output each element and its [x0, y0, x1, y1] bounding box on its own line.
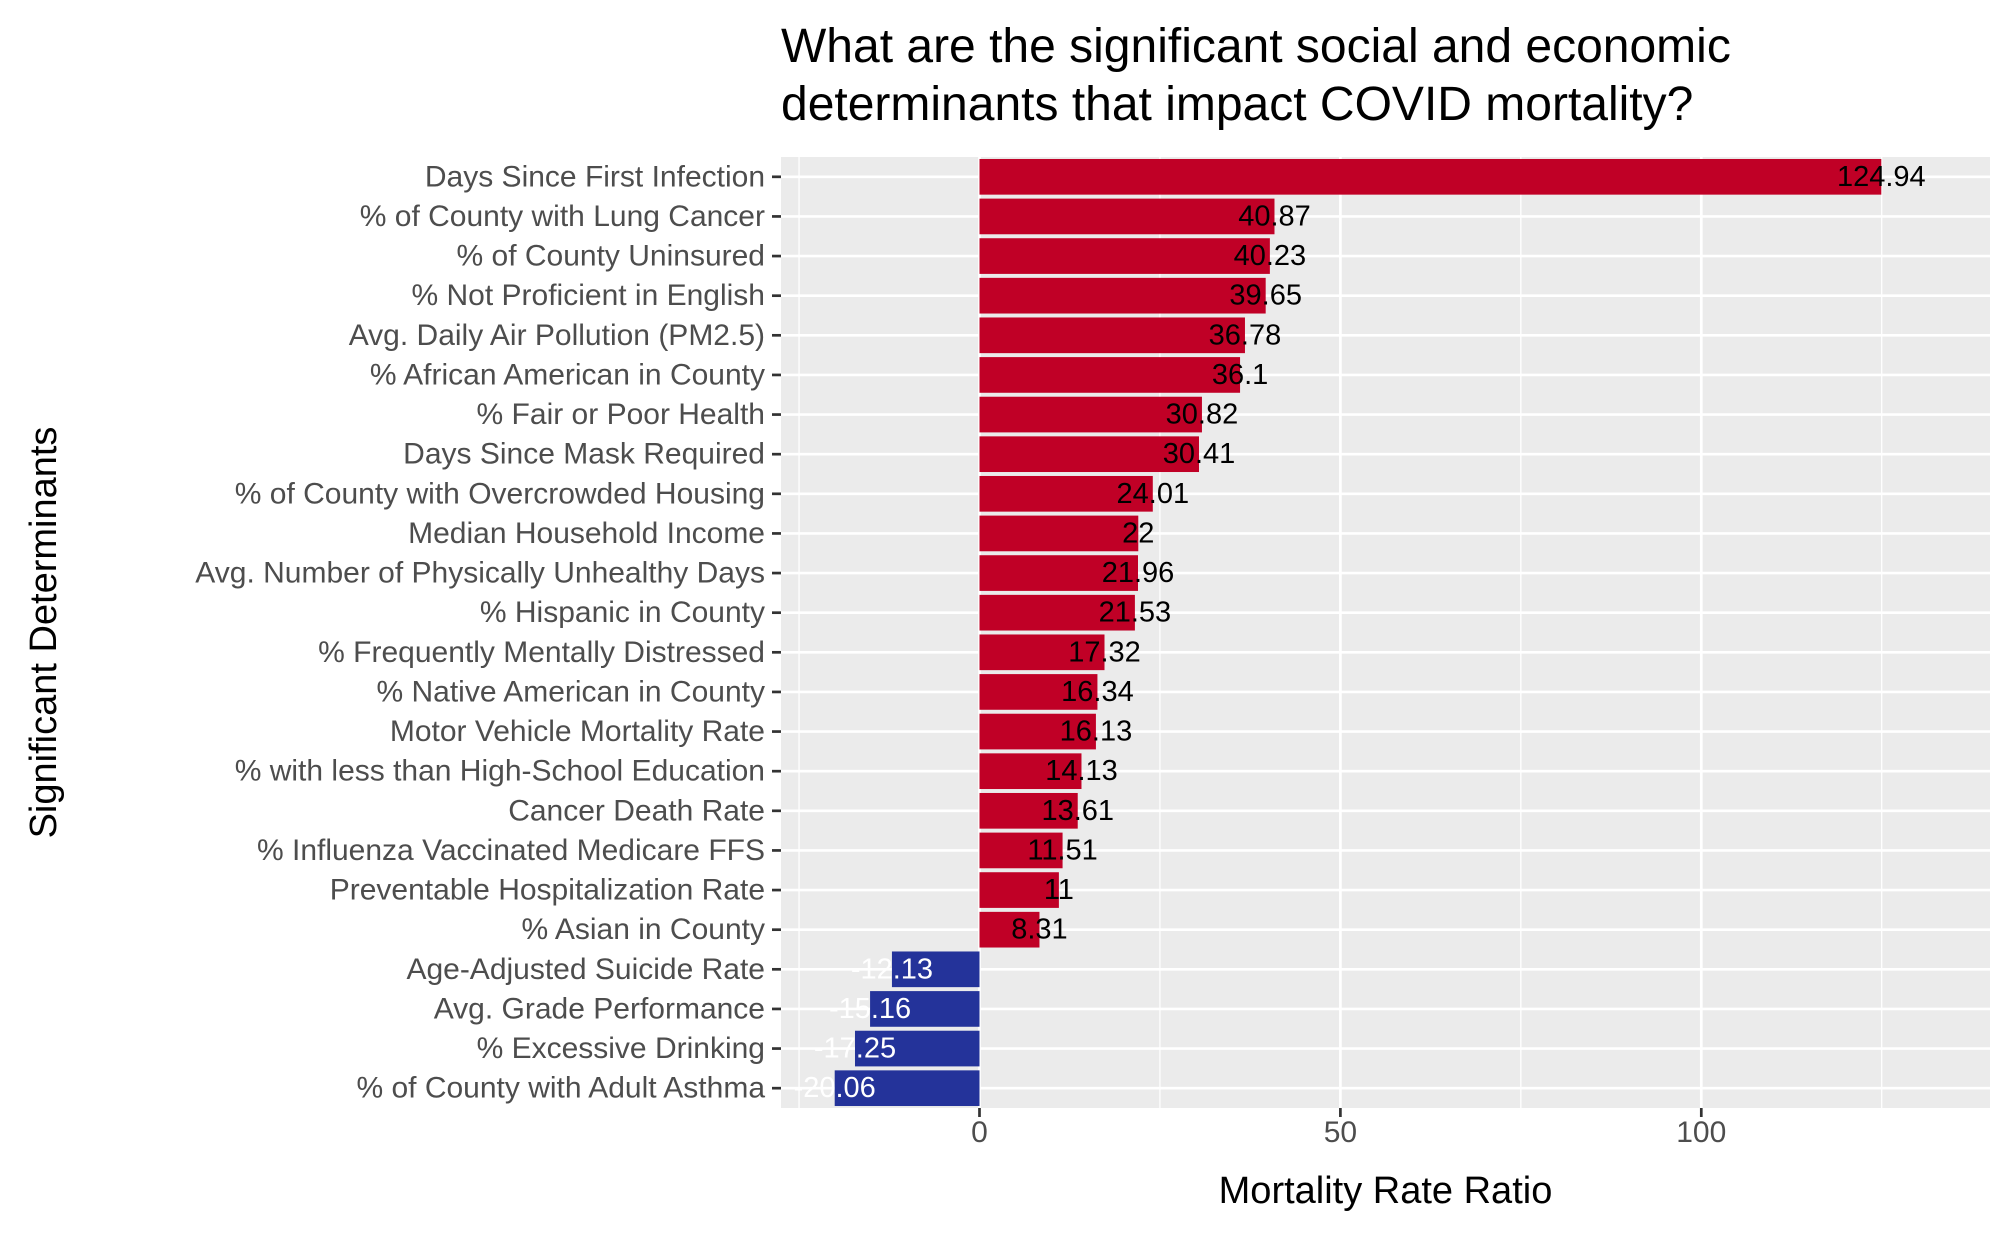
bar — [979, 317, 1245, 354]
bar — [979, 277, 1266, 314]
bar — [979, 911, 1040, 948]
bar — [979, 555, 1138, 591]
data-label: 14.13 — [1045, 755, 1118, 787]
data-label: 21.96 — [1102, 557, 1175, 589]
data-label: 17.32 — [1068, 636, 1141, 668]
data-label: 11 — [1044, 874, 1074, 906]
y-tick-label: Days Since First Infection — [425, 160, 765, 193]
data-label: 16.13 — [1060, 716, 1133, 748]
bar — [979, 357, 1241, 393]
y-tick-label: Age-Adjusted Suicide Rate — [406, 953, 765, 986]
y-tick-label: Avg. Grade Performance — [434, 992, 765, 1025]
bar — [979, 872, 1059, 908]
data-label: 124.94 — [1837, 161, 1926, 193]
data-label: -15.16 — [829, 993, 911, 1025]
data-label: 30.41 — [1163, 438, 1236, 470]
y-tick-label: Cancer Death Rate — [508, 794, 765, 827]
x-axis-title: Mortality Rate Ratio — [1219, 1170, 1553, 1212]
y-axis-title: Significant Determinants — [23, 427, 65, 839]
y-tick-label: Median Household Income — [408, 517, 765, 550]
chart-title-line: What are the significant social and econ… — [781, 20, 1731, 73]
data-label: -12.13 — [851, 953, 933, 985]
chart-title: What are the significant social and econ… — [781, 20, 1731, 131]
y-tick-label: Days Since Mask Required — [403, 438, 765, 471]
data-label: 36.1 — [1212, 359, 1268, 391]
y-tick-label: % Native American in County — [376, 675, 765, 708]
bar — [979, 713, 1096, 750]
y-tick-label: % Fair or Poor Health — [477, 398, 765, 431]
data-label: 24.01 — [1117, 478, 1190, 510]
y-tick-label: % Hispanic in County — [480, 596, 765, 629]
data-label: 22 — [1122, 517, 1154, 549]
bar — [979, 594, 1135, 631]
data-label: 13.61 — [1041, 795, 1114, 827]
y-tick-label: % of County with Lung Cancer — [360, 200, 765, 233]
data-label: 11.51 — [1027, 834, 1097, 866]
bar — [979, 515, 1139, 552]
y-tick-label: % of County Uninsured — [457, 240, 766, 273]
bar — [979, 158, 1882, 195]
data-label: 21.53 — [1099, 597, 1172, 629]
y-tick-label: % of County with Adult Asthma — [356, 1072, 765, 1105]
y-tick-label: Avg. Number of Physically Unhealthy Days — [195, 557, 765, 590]
data-label: 8.31 — [1011, 914, 1067, 946]
x-tick-label: 50 — [1324, 1116, 1357, 1149]
bar — [979, 753, 1082, 790]
y-tick-label: % with less than High-School Education — [235, 755, 765, 788]
y-tick-label: % Asian in County — [522, 913, 765, 946]
bar — [979, 396, 1202, 433]
bar — [891, 951, 980, 988]
y-tick-label: Motor Vehicle Mortality Rate — [390, 715, 765, 748]
bar — [979, 792, 1078, 829]
data-label: 39.65 — [1229, 280, 1302, 312]
data-label: 40.23 — [1234, 240, 1307, 272]
data-label: -20.06 — [794, 1072, 876, 1104]
x-tick-label: 100 — [1676, 1116, 1726, 1149]
data-label: -17.25 — [814, 1033, 896, 1065]
y-tick-label: Avg. Daily Air Pollution (PM2.5) — [349, 319, 765, 352]
bar — [979, 634, 1105, 671]
y-tick-label: % Frequently Mentally Distressed — [318, 636, 765, 669]
bar — [834, 1070, 980, 1107]
y-tick-label: % African American in County — [370, 358, 765, 391]
chart-title-line: determinants that impact COVID mortality… — [781, 78, 1693, 131]
y-tick-label: % Not Proficient in English — [412, 279, 766, 312]
data-label: 40.87 — [1238, 200, 1311, 232]
y-tick-label: % Influenza Vaccinated Medicare FFS — [257, 834, 765, 867]
bar — [979, 475, 1153, 512]
bar — [979, 436, 1199, 473]
bar — [870, 991, 980, 1027]
bar — [979, 674, 1098, 710]
data-label: 36.78 — [1209, 319, 1282, 351]
x-tick-label: 0 — [971, 1116, 988, 1149]
bar — [979, 238, 1270, 274]
y-tick-label: Preventable Hospitalization Rate — [330, 874, 765, 907]
bar — [979, 832, 1063, 869]
plot-panel — [781, 157, 1990, 1108]
y-tick-label: % of County with Overcrowded Housing — [235, 477, 765, 510]
data-label: 16.34 — [1061, 676, 1134, 708]
bar — [854, 1030, 980, 1067]
data-label: 30.82 — [1166, 399, 1239, 431]
y-tick-label: % Excessive Drinking — [477, 1032, 765, 1065]
bar — [979, 198, 1275, 235]
